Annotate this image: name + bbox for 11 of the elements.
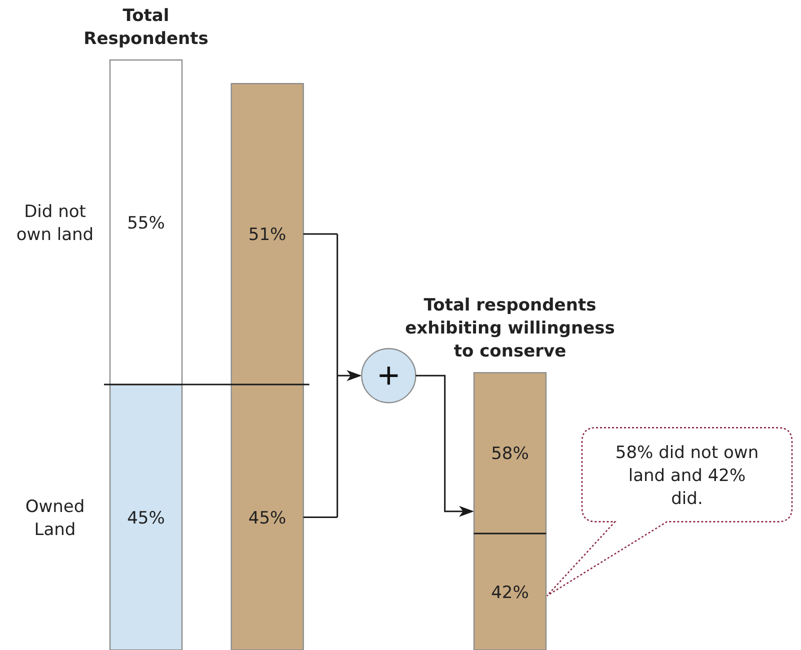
data-label: 55% — [127, 213, 165, 234]
text: 58% did not own land and 42% did. — [615, 442, 759, 509]
series-label: Did not own land — [16, 202, 94, 245]
chart-title: Total Respondents — [84, 6, 208, 49]
data-label: 51% — [248, 225, 286, 246]
series-label: Owned Land — [25, 496, 85, 540]
data-label: 42% — [491, 582, 529, 603]
data-label: 45% — [127, 508, 165, 528]
chart-title: Total respondents exhibiting willingness to conserve — [405, 296, 615, 362]
data-label: 58% — [491, 444, 529, 464]
data-label: 45% — [248, 508, 286, 528]
